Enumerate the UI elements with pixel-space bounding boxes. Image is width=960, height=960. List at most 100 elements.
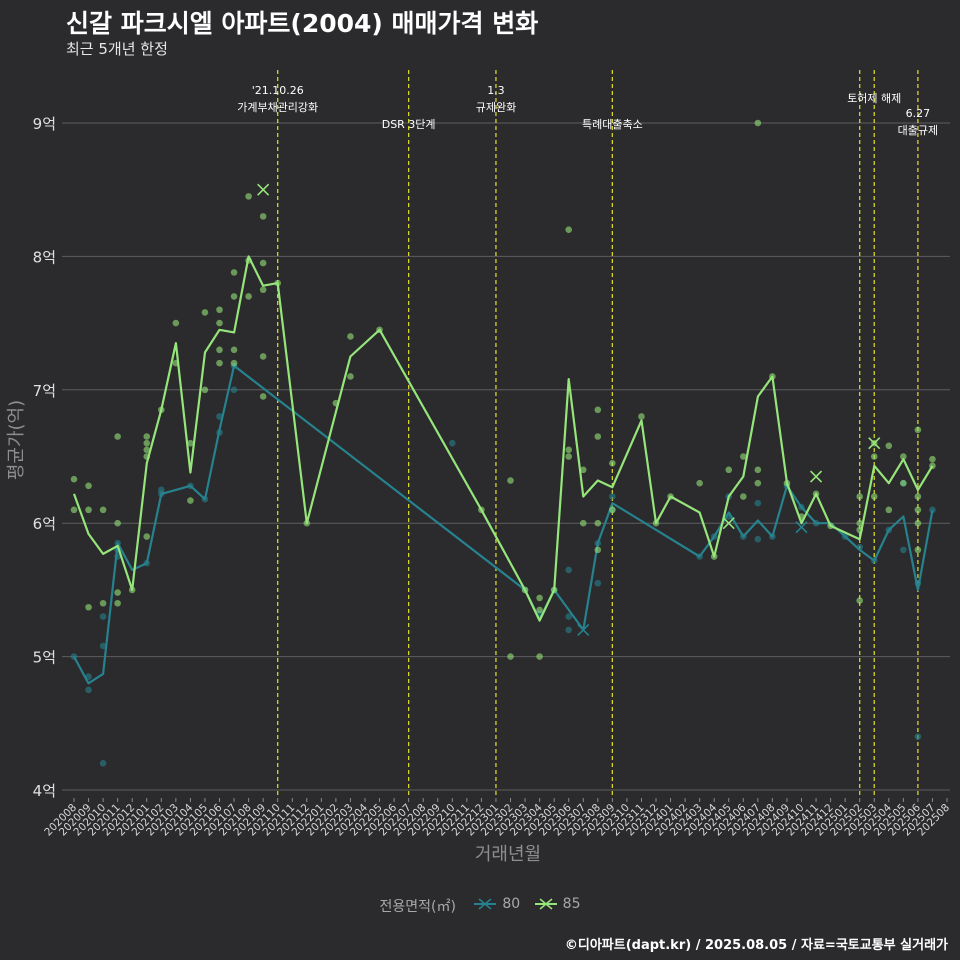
data-point-80 — [99, 760, 107, 767]
data-point-85 — [347, 373, 354, 380]
data-point-85 — [914, 426, 922, 434]
data-point-85 — [900, 479, 907, 487]
data-point-85 — [143, 533, 151, 540]
y-tick-label: 7억 — [33, 382, 56, 400]
series-line-85 — [72, 255, 934, 622]
y-tick-label: 4억 — [33, 782, 56, 800]
data-point-85 — [245, 193, 252, 200]
legend-item-80[interactable]: 80 — [474, 896, 520, 912]
legend-title: 전용면적(㎡) — [379, 899, 456, 915]
data-point-85 — [536, 594, 543, 602]
data-point-85 — [507, 653, 514, 660]
data-point-80 — [929, 506, 936, 514]
legend-label-80: 80 — [502, 896, 521, 912]
data-point-85 — [740, 453, 747, 460]
data-point-80 — [914, 733, 922, 740]
data-point-85 — [929, 455, 936, 463]
data-point-85 — [536, 653, 543, 660]
data-point-85 — [230, 346, 238, 354]
data-point-85 — [70, 506, 78, 514]
data-point-85 — [187, 497, 194, 504]
chart-title: 신갈 파크시엘 아파트(2004) 매매가격 변화 — [66, 9, 539, 38]
legend-key-85-icon — [534, 898, 557, 910]
data-point-85 — [507, 477, 514, 484]
y-tick-label: 9억 — [33, 115, 56, 133]
data-point-85 — [914, 546, 922, 554]
data-point-85 — [870, 493, 878, 500]
cross-mark-85 — [722, 517, 735, 530]
data-point-80 — [754, 499, 762, 507]
data-point-80 — [449, 439, 456, 447]
data-point-85 — [914, 493, 922, 500]
data-point-85 — [187, 439, 194, 447]
legend-item-85[interactable]: 85 — [534, 896, 581, 912]
data-point-80 — [594, 579, 602, 587]
data-point-85 — [594, 406, 602, 414]
data-point-85 — [609, 506, 616, 514]
legend-label-85: 85 — [562, 896, 581, 912]
data-point-85 — [885, 442, 893, 450]
data-point-85 — [754, 479, 762, 487]
data-point-85 — [609, 459, 616, 467]
data-point-85 — [230, 359, 238, 367]
data-point-85 — [259, 213, 267, 220]
data-point-85 — [201, 386, 209, 394]
data-point-85 — [216, 359, 223, 367]
data-point-85 — [99, 599, 107, 607]
data-point-85 — [594, 519, 602, 527]
data-point-85 — [696, 479, 703, 487]
data-point-85 — [579, 519, 587, 527]
x-axis-label: 거래년월 — [475, 844, 541, 865]
data-point-85 — [347, 333, 354, 340]
data-point-85 — [85, 482, 92, 490]
event-annotation: 특례대출축소 — [582, 118, 643, 131]
data-point-85 — [885, 506, 893, 514]
cross-mark-85 — [868, 437, 881, 450]
data-point-85 — [216, 346, 223, 354]
data-point-85 — [754, 466, 762, 474]
y-tick-label: 8억 — [33, 248, 56, 266]
data-point-85 — [114, 599, 121, 607]
event-annotation: 대출규제 — [898, 124, 938, 137]
event-annotation: 규제완화 — [476, 101, 516, 114]
data-point-80 — [900, 546, 907, 554]
y-axis-label: 평균가(억) — [6, 400, 27, 480]
data-point-85 — [70, 475, 78, 483]
chart-subtitle: 최근 5개년 한정 — [66, 40, 168, 58]
legend-key-80-icon — [474, 898, 497, 910]
data-point-85 — [245, 293, 252, 300]
data-point-85 — [172, 319, 180, 327]
y-tick-label: 6억 — [33, 515, 56, 533]
data-point-85 — [565, 446, 572, 454]
data-point-80 — [230, 386, 238, 394]
data-point-85 — [914, 519, 922, 527]
data-point-85 — [565, 226, 572, 234]
event-annotation: '21.10.26 — [252, 84, 304, 97]
data-point-85 — [754, 119, 762, 127]
legend: 전용면적(㎡) 80 85 — [0, 896, 960, 916]
data-point-85 — [259, 286, 267, 294]
data-point-85 — [259, 353, 267, 360]
data-point-85 — [594, 546, 602, 554]
data-point-85 — [870, 453, 878, 460]
y-tick-label: 5억 — [33, 649, 56, 667]
data-point-85 — [725, 466, 733, 474]
data-point-85 — [740, 493, 747, 500]
data-point-85 — [856, 493, 863, 500]
cross-mark-85 — [257, 183, 270, 196]
data-point-85 — [259, 393, 267, 400]
data-point-85 — [230, 269, 238, 276]
data-point-80 — [609, 493, 616, 500]
source-caption: ©디아파트(dapt.kr) / 2025.08.05 / 자료=국토교통부 실… — [564, 938, 948, 953]
data-point-85 — [114, 433, 121, 440]
data-point-85 — [143, 439, 151, 447]
data-point-85 — [201, 309, 209, 316]
data-point-85 — [536, 606, 543, 614]
data-point-80 — [565, 566, 572, 574]
data-point-85 — [230, 293, 238, 300]
event-annotation: 가계부채관리강화 — [237, 101, 318, 114]
cross-mark-80 — [577, 623, 590, 636]
cross-mark-80 — [795, 521, 808, 534]
data-point-85 — [856, 519, 863, 527]
